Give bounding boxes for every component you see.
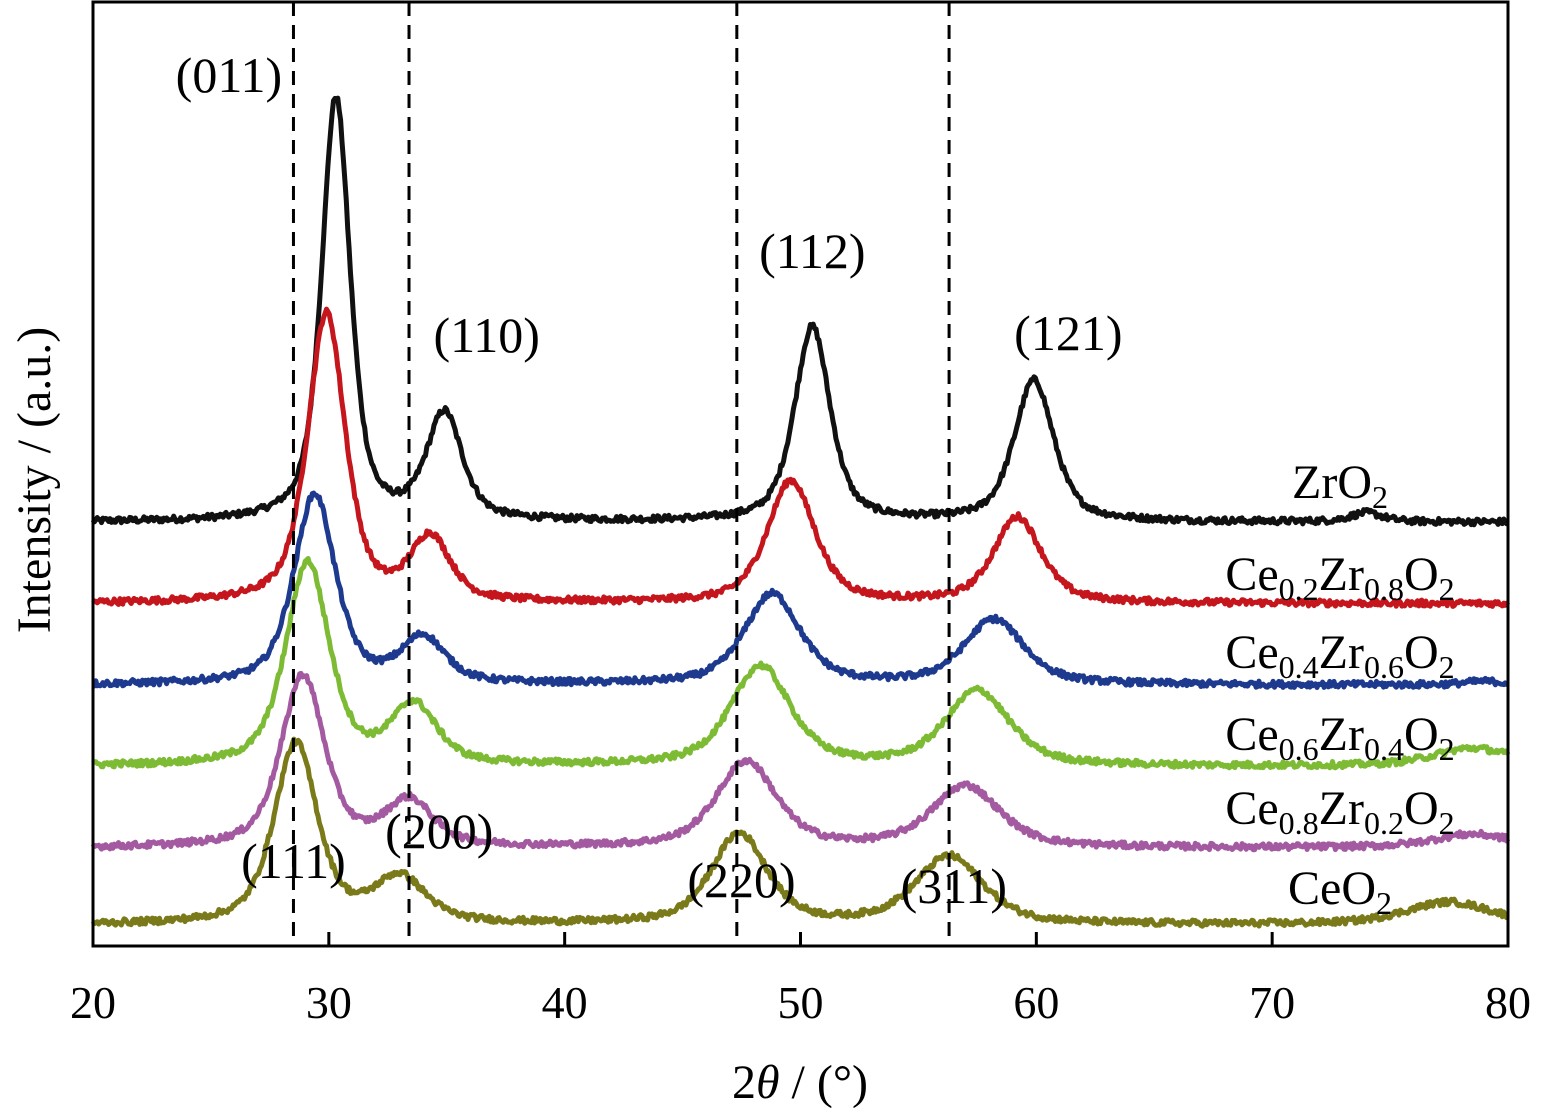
peak-label: (111) [241, 833, 346, 889]
y-axis-label: Intensity / (a.u.) [8, 327, 61, 634]
x-axis-label-part: 2 [732, 1056, 756, 1109]
peak-label: (112) [759, 223, 865, 279]
x-axis-ticks: 20 30 40 50 60 70 80 [70, 932, 1531, 1028]
reference-lines [291, 2, 951, 946]
series-line [91, 306, 1511, 609]
peak-label: (011) [176, 47, 282, 103]
x-tick-label: 60 [1013, 977, 1059, 1028]
x-tick-label: 20 [70, 977, 116, 1028]
peak-label: (110) [434, 307, 540, 363]
x-tick-label: 30 [306, 977, 352, 1028]
peak-label: (200) [385, 803, 493, 859]
series-label: Ce0.4Zr0.6O2 [1225, 626, 1454, 685]
series-label: Ce0.8Zr0.2O2 [1225, 782, 1454, 841]
series-labels: ZrO2 Ce0.2Zr0.8O2 Ce0.4Zr0.6O2 Ce0.6Zr0.4O2… [1225, 456, 1454, 921]
x-tick-label: 70 [1249, 977, 1295, 1028]
x-tick-label: 40 [542, 977, 588, 1028]
x-axis-label: 2θ / (°) [732, 1056, 868, 1109]
peak-labels: (011) (110) (112) (121) (111) (200) (220) (311) [176, 47, 1123, 914]
series-line [90, 670, 1511, 853]
x-axis-label-part: θ [756, 1056, 780, 1109]
x-axis-label-part: / (°) [780, 1056, 869, 1109]
series-line [91, 556, 1511, 771]
series-label: ZrO2 [1292, 456, 1388, 515]
x-tick-label: 80 [1485, 977, 1531, 1028]
series-line [90, 736, 1510, 929]
peak-label: (220) [687, 852, 795, 908]
series-label: Ce0.6Zr0.4O2 [1225, 708, 1454, 767]
peak-label: (311) [901, 858, 1007, 914]
x-tick-label: 50 [778, 977, 824, 1028]
series-label: Ce0.2Zr0.8O2 [1225, 548, 1454, 607]
series-layer [90, 95, 1511, 929]
series-label: CeO2 [1288, 862, 1392, 921]
peak-label: (121) [1014, 305, 1122, 361]
series-line [90, 95, 1510, 528]
series-line [91, 490, 1510, 690]
